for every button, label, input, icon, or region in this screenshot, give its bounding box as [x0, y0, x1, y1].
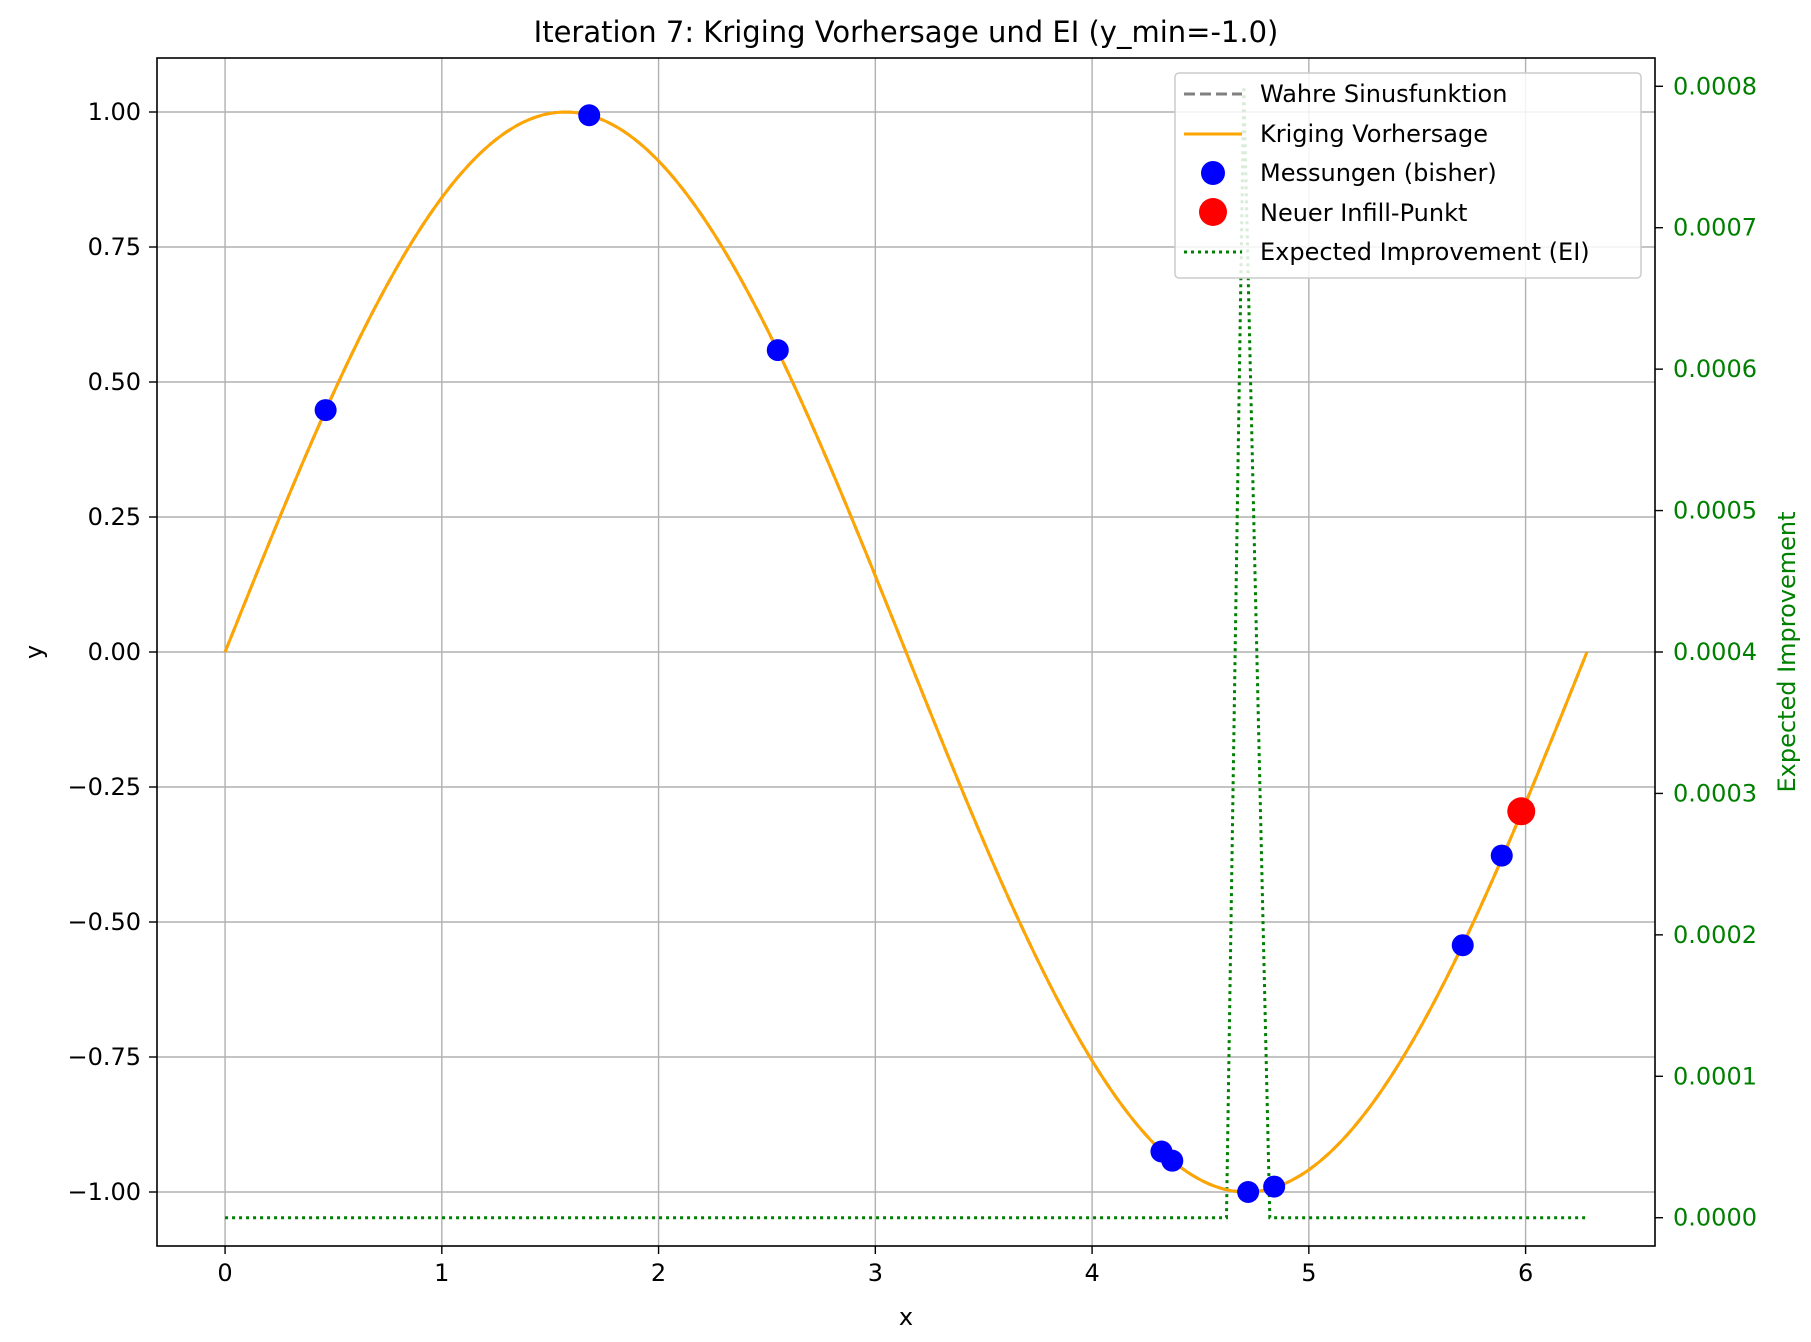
- y-tick-label: −0.50: [67, 908, 141, 936]
- measurement-point: [578, 104, 601, 127]
- y2-tick-label: 0.0002: [1673, 921, 1757, 949]
- chart-title: Iteration 7: Kriging Vorhersage und EI (…: [534, 15, 1279, 49]
- measurement-point: [314, 399, 337, 422]
- legend: Wahre Sinusfunktion Kriging Vorhersage M…: [1174, 72, 1642, 279]
- measurement-point: [1161, 1149, 1184, 1172]
- legend-box: [1174, 72, 1642, 279]
- y2-tick-label: 0.0007: [1673, 214, 1757, 242]
- y2-tick-label: 0.0008: [1673, 72, 1757, 100]
- y-tick-label: −0.75: [67, 1043, 141, 1071]
- ticks: 0 1 2 3 4 5 6 1.00 0.75 0.50 0.25 0.00 −0.25 −0.50 −0.…: [67, 72, 1757, 1287]
- legend-label-true-function: Wahre Sinusfunktion: [1260, 80, 1507, 108]
- measurement-point: [1451, 934, 1474, 957]
- x-tick-label: 6: [1518, 1259, 1533, 1287]
- x-tick-label: 0: [217, 1259, 232, 1287]
- y2-tick-label: 0.0001: [1673, 1062, 1757, 1090]
- x-tick-label: 5: [1301, 1259, 1316, 1287]
- y2-axis-label: Expected Improvement: [1773, 511, 1801, 792]
- y-tick-label: 0.00: [88, 638, 141, 666]
- y2-tick-label: 0.0000: [1673, 1204, 1757, 1232]
- y-tick-label: 1.00: [88, 98, 141, 126]
- legend-label-infill: Neuer Infill-Punkt: [1260, 199, 1467, 227]
- measurement-point: [766, 339, 789, 362]
- y2-tick-label: 0.0005: [1673, 497, 1757, 525]
- measurement-point: [1263, 1175, 1286, 1198]
- y2-tick-label: 0.0004: [1673, 638, 1757, 666]
- y-axis-label: y: [20, 645, 48, 659]
- legend-handle-measurements: [1201, 161, 1225, 185]
- y2-tick-label: 0.0006: [1673, 355, 1757, 383]
- legend-handle-infill: [1199, 198, 1227, 226]
- y-tick-label: −1.00: [67, 1178, 141, 1206]
- legend-label-kriging: Kriging Vorhersage: [1260, 120, 1488, 148]
- x-tick-label: 3: [868, 1259, 883, 1287]
- x-tick-label: 1: [434, 1259, 449, 1287]
- y2-tick-label: 0.0003: [1673, 779, 1757, 807]
- ei-line: [225, 86, 1587, 1220]
- infill-point: [1507, 797, 1536, 826]
- grid: [157, 58, 1655, 1246]
- y-tick-label: 0.75: [88, 233, 141, 261]
- legend-label-ei: Expected Improvement (EI): [1260, 238, 1590, 266]
- kriging-line: [223, 110, 1589, 1194]
- measurement-point: [1237, 1181, 1260, 1203]
- y-tick-label: 0.25: [88, 503, 141, 531]
- y-tick-label: 0.50: [88, 368, 141, 396]
- measurement-point: [1490, 844, 1513, 867]
- x-axis-label: x: [899, 1303, 913, 1331]
- series-layer: [223, 86, 1589, 1220]
- x-tick-label: 2: [651, 1259, 666, 1287]
- legend-label-measurements: Messungen (bisher): [1260, 159, 1497, 187]
- y-tick-label: −0.25: [67, 773, 141, 801]
- x-tick-label: 4: [1084, 1259, 1099, 1287]
